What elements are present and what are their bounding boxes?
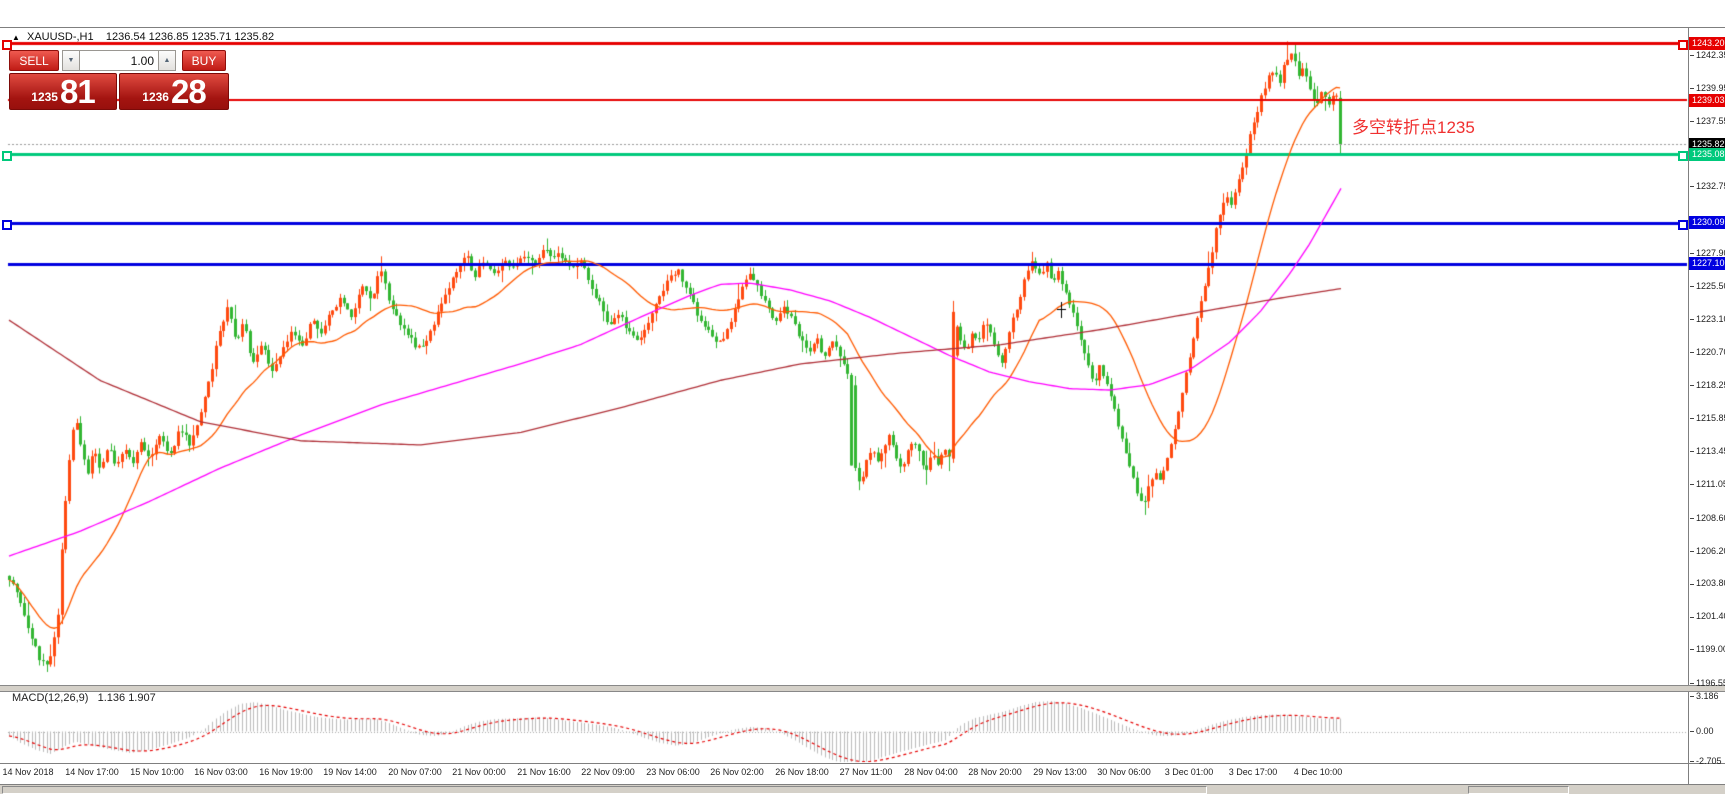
time-tick: 15 Nov 10:00 (130, 767, 184, 777)
time-tick: 3 Dec 01:00 (1164, 767, 1214, 777)
time-tick: 30 Nov 06:00 (1097, 767, 1151, 777)
buy-button[interactable]: BUY (182, 50, 226, 71)
price-tick: 1211.05 (1690, 479, 1725, 489)
price-tick: 1227.90 (1690, 248, 1725, 258)
chart-top-border (0, 27, 1725, 28)
time-tick: 21 Nov 16:00 (517, 767, 571, 777)
price-tick: 1220.70 (1690, 347, 1725, 357)
price-level-chip: 1243.20 (1689, 36, 1725, 50)
symbol-period-label: XAUUSD-,H1 (26, 31, 94, 43)
volume-input[interactable] (80, 50, 158, 71)
price-level-chip: 1227.10 (1689, 257, 1725, 271)
buy-price-main: 1236 (142, 90, 169, 104)
volume-decrease-button[interactable]: ▼ (62, 50, 80, 71)
bottom-window-strip (0, 785, 1725, 794)
price-tick: 1223.10 (1690, 314, 1725, 324)
time-tick: 23 Nov 06:00 (646, 767, 700, 777)
macd-indicator-label: MACD(12,26,9) 1.136 1.907 (12, 692, 156, 704)
macd-bottom-border (0, 763, 1725, 764)
hline-handle[interactable] (2, 219, 12, 230)
buy-price-pips: 28 (170, 73, 207, 110)
price-tick: 1213.45 (1690, 446, 1725, 456)
time-tick: 16 Nov 19:00 (259, 767, 313, 777)
time-tick: 16 Nov 03:00 (194, 767, 248, 777)
price-tick: 1206.20 (1690, 546, 1725, 556)
time-axis-border (0, 784, 1725, 785)
hline-handle[interactable] (2, 40, 12, 50)
sell-button[interactable]: SELL (9, 50, 59, 71)
macd-name: MACD(12,26,9) (12, 692, 89, 704)
price-tick: 1199.00 (1690, 644, 1725, 654)
price-tick: 1201.40 (1690, 611, 1725, 621)
price-level-chip: 1235.82 (1689, 137, 1725, 151)
price-level-chip: 1230.09 (1689, 216, 1725, 230)
one-click-trading-panel: SELL ▼ ▲ BUY 1235 81 1236 28 (9, 50, 229, 110)
time-tick: 26 Nov 02:00 (710, 767, 764, 777)
buy-price-box[interactable]: 1236 28 (119, 73, 229, 110)
macd-tick: -2.705 (1690, 756, 1722, 766)
time-tick: 14 Nov 2018 (2, 767, 54, 777)
panel-splitter[interactable] (0, 685, 1725, 692)
price-tick: 1237.55 (1690, 116, 1725, 126)
chart-annotation-text[interactable]: 多空转折点1235 (1352, 118, 1475, 137)
price-tick: 1242.35 (1690, 50, 1725, 60)
macd-tick: 0.00 (1690, 726, 1714, 736)
hline-handle[interactable] (2, 151, 12, 162)
hline-handle[interactable] (1678, 40, 1688, 50)
price-tick: 1208.60 (1690, 513, 1725, 523)
time-tick: 28 Nov 04:00 (904, 767, 958, 777)
time-tick: 19 Nov 14:00 (323, 767, 377, 777)
sell-price-pips: 81 (59, 73, 96, 110)
time-tick: 3 Dec 17:00 (1228, 767, 1278, 777)
time-tick: 14 Nov 17:00 (65, 767, 119, 777)
time-tick: 26 Nov 18:00 (775, 767, 829, 777)
chart-title: ▲ XAUUSD-,H1 1236.54 1236.85 1235.71 123… (12, 31, 274, 43)
price-tick: 1196.55 (1690, 678, 1725, 688)
price-tick: 1215.85 (1690, 413, 1725, 423)
hline-handle[interactable] (1678, 151, 1688, 162)
time-tick: 22 Nov 09:00 (581, 767, 635, 777)
price-level-chip: 1239.03 (1689, 93, 1725, 107)
status-inset (2, 786, 1207, 794)
time-tick: 4 Dec 10:00 (1293, 767, 1343, 777)
time-tick: 27 Nov 11:00 (839, 767, 893, 777)
price-tick: 1218.25 (1690, 380, 1725, 390)
price-tick: 1232.75 (1690, 181, 1725, 191)
price-tick: 1225.50 (1690, 281, 1725, 291)
status-inset-2 (1468, 786, 1569, 794)
price-level-chip: 1235.08 (1689, 147, 1725, 161)
hline-handle[interactable] (1678, 219, 1688, 230)
sell-price-main: 1235 (31, 90, 58, 104)
macd-values: 1.136 1.907 (97, 692, 156, 704)
time-tick: 20 Nov 07:00 (388, 767, 442, 777)
price-tick: 1203.80 (1690, 578, 1725, 588)
time-tick: 29 Nov 13:00 (1033, 767, 1087, 777)
time-tick: 21 Nov 00:00 (452, 767, 506, 777)
collapse-triangle-icon[interactable]: ▲ (12, 33, 20, 42)
axis-divider (1688, 27, 1689, 785)
volume-increase-button[interactable]: ▲ (158, 50, 176, 71)
macd-tick: 3.186 (1690, 691, 1719, 701)
ohlc-values: 1236.54 1236.85 1235.71 1235.82 (105, 31, 275, 43)
sell-price-box[interactable]: 1235 81 (9, 73, 117, 110)
price-tick: 1239.95 (1690, 83, 1725, 93)
time-tick: 28 Nov 20:00 (968, 767, 1022, 777)
